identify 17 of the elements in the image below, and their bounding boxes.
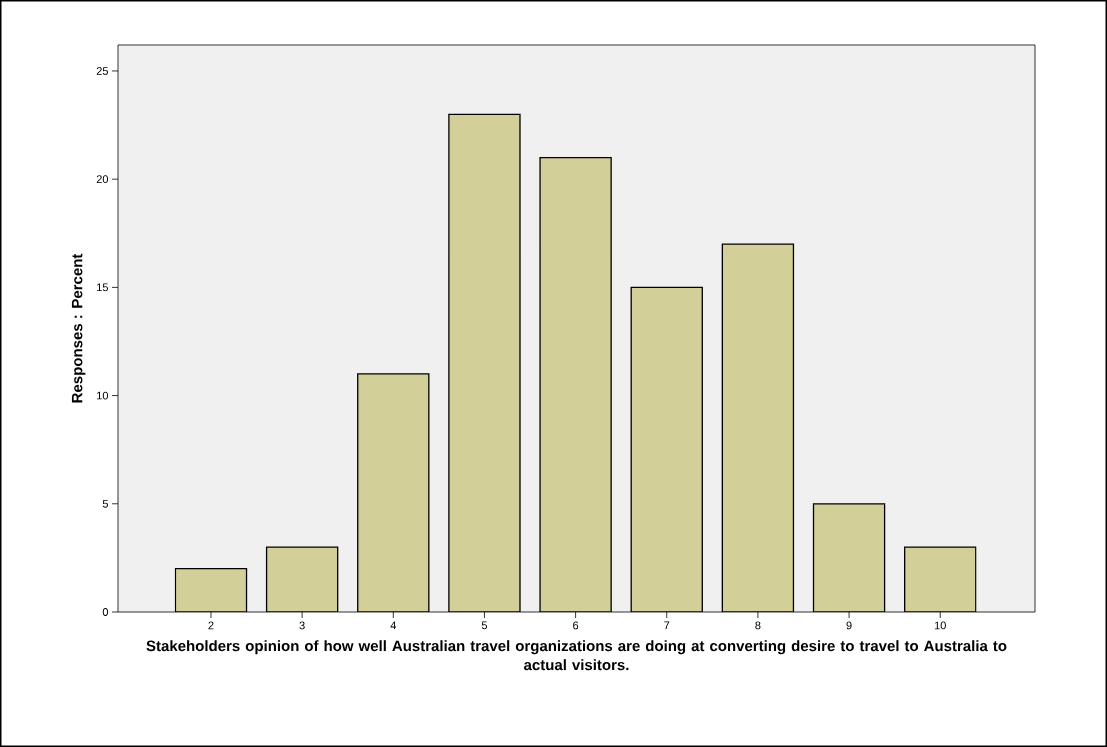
x-tick-label: 5 bbox=[481, 621, 488, 630]
x-tick-label: 10 bbox=[934, 621, 946, 630]
y-tick-label: 5 bbox=[102, 499, 108, 508]
y-tick-label: 20 bbox=[96, 175, 109, 184]
x-tick-label: 6 bbox=[573, 621, 579, 630]
y-axis-title: Responses : Percent bbox=[71, 253, 86, 403]
y-tick-label: 0 bbox=[102, 608, 109, 616]
x-tick-label: 4 bbox=[390, 621, 397, 630]
y-tick-label: 15 bbox=[97, 283, 108, 292]
y-tick-label: 10 bbox=[97, 391, 109, 400]
x-tick-label: 3 bbox=[299, 621, 305, 630]
y-tick-label: 25 bbox=[96, 67, 108, 75]
x-axis-title: Stakeholders opinion of how well Australian travel organizations are doing at converting desire to travel to Australia to actual visitors. bbox=[146, 640, 1007, 671]
x-tick-label: 2 bbox=[208, 621, 214, 630]
x-tick-label: 8 bbox=[755, 621, 761, 630]
x-tick-label: 7 bbox=[664, 621, 670, 630]
x-tick-label: 9 bbox=[846, 621, 852, 630]
